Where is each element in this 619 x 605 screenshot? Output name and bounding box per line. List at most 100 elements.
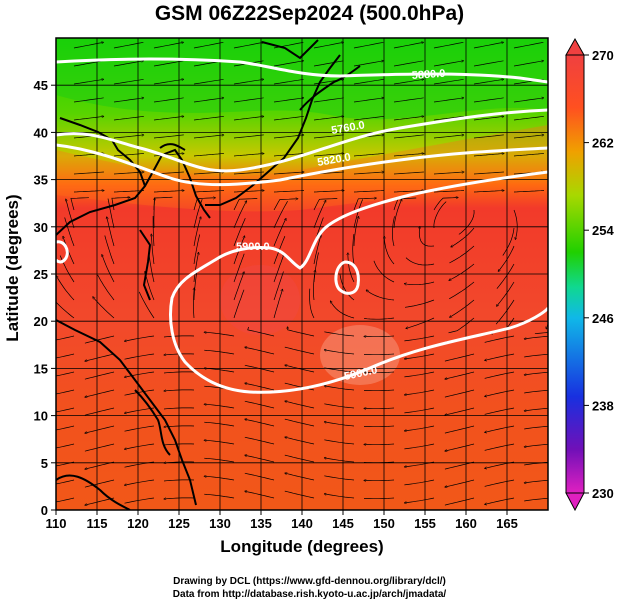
streamline (73, 97, 104, 103)
streamline (445, 479, 475, 487)
streamline (204, 349, 235, 355)
streamline (193, 116, 224, 121)
streamline (273, 116, 304, 121)
x-tick-label: 145 (332, 516, 354, 531)
streamline (113, 153, 144, 157)
streamline (513, 190, 545, 193)
streamline (125, 371, 155, 377)
streamline (56, 301, 75, 319)
streamline (113, 78, 144, 85)
streamline (245, 491, 275, 499)
streamline (405, 257, 435, 266)
streamline (125, 335, 155, 341)
streamline (392, 216, 395, 247)
streamline (433, 116, 464, 121)
streamline (124, 353, 155, 360)
streamline (313, 191, 344, 193)
credit-drawing: Drawing by DCL (https://www.gfd-dennou.o… (173, 576, 446, 587)
streamline (353, 172, 384, 175)
x-tick-label: 115 (87, 516, 108, 531)
streamline (284, 418, 315, 427)
streamline (449, 245, 475, 264)
colorbar-tick-label: 246 (592, 311, 614, 326)
streamline (363, 353, 395, 356)
coastlines (56, 39, 361, 510)
streamline (113, 172, 144, 175)
contour-5900-west (56, 240, 69, 264)
streamline (324, 458, 355, 463)
streamline (445, 407, 475, 415)
streamline (124, 425, 155, 432)
y-axis-ticks: 0 5 10 15 20 25 30 35 40 45 (34, 78, 56, 518)
streamline (384, 236, 395, 265)
streamline (153, 42, 183, 49)
streamline (233, 198, 258, 211)
streamline (85, 389, 115, 397)
streamline (393, 134, 424, 139)
streamline (393, 42, 423, 49)
streamline (404, 371, 435, 378)
streamline (513, 98, 544, 103)
streamline (193, 190, 225, 193)
streamline (193, 135, 224, 139)
x-axis-label: Longitude (degrees) (220, 537, 384, 556)
streamline (458, 209, 475, 235)
streamline (324, 422, 355, 427)
streamline (193, 252, 199, 283)
streamline (193, 234, 201, 265)
streamline (113, 190, 145, 193)
streamline (444, 497, 475, 506)
streamline (404, 425, 435, 431)
streamline (56, 335, 75, 341)
streamline (245, 419, 275, 427)
streamline (273, 172, 304, 175)
streamline (404, 281, 435, 285)
streamline (97, 274, 115, 301)
streamline (353, 190, 385, 193)
streamline (352, 234, 355, 265)
streamline (56, 371, 75, 377)
streamline (313, 270, 316, 301)
streamline (484, 407, 515, 415)
streamline (245, 347, 275, 355)
streamline (284, 490, 315, 499)
streamline (113, 98, 144, 103)
streamline (473, 191, 504, 193)
streamline (152, 216, 155, 247)
streamline (204, 404, 235, 409)
streamline (284, 346, 315, 355)
streamline (364, 444, 395, 445)
streamline (204, 421, 235, 427)
streamline (233, 134, 264, 139)
streamline (524, 371, 548, 375)
streamline (84, 371, 115, 380)
streamline (433, 198, 458, 211)
streamline (125, 479, 155, 485)
y-tick-label: 5 (41, 456, 48, 471)
streamline (233, 79, 264, 85)
streamline (84, 479, 115, 488)
streamline (284, 382, 315, 391)
streamline (284, 454, 315, 463)
streamline (373, 260, 395, 283)
streamline (524, 497, 548, 502)
streamline (324, 494, 355, 499)
x-tick-label: 120 (127, 516, 149, 531)
streamline (513, 41, 544, 49)
y-tick-label: 15 (34, 361, 48, 376)
streamline (247, 326, 275, 337)
streamline (433, 190, 465, 193)
streamline (313, 97, 344, 103)
streamline (524, 353, 548, 358)
contour-5900-north (169, 170, 548, 394)
streamline (450, 299, 475, 317)
streamline (534, 332, 548, 335)
streamline (353, 98, 384, 103)
streamline (66, 199, 75, 229)
contour-5880 (56, 143, 548, 187)
streamline (125, 407, 155, 413)
streamline (151, 234, 155, 265)
streamline (244, 436, 275, 445)
streamline (233, 201, 247, 229)
streamline (433, 98, 464, 103)
